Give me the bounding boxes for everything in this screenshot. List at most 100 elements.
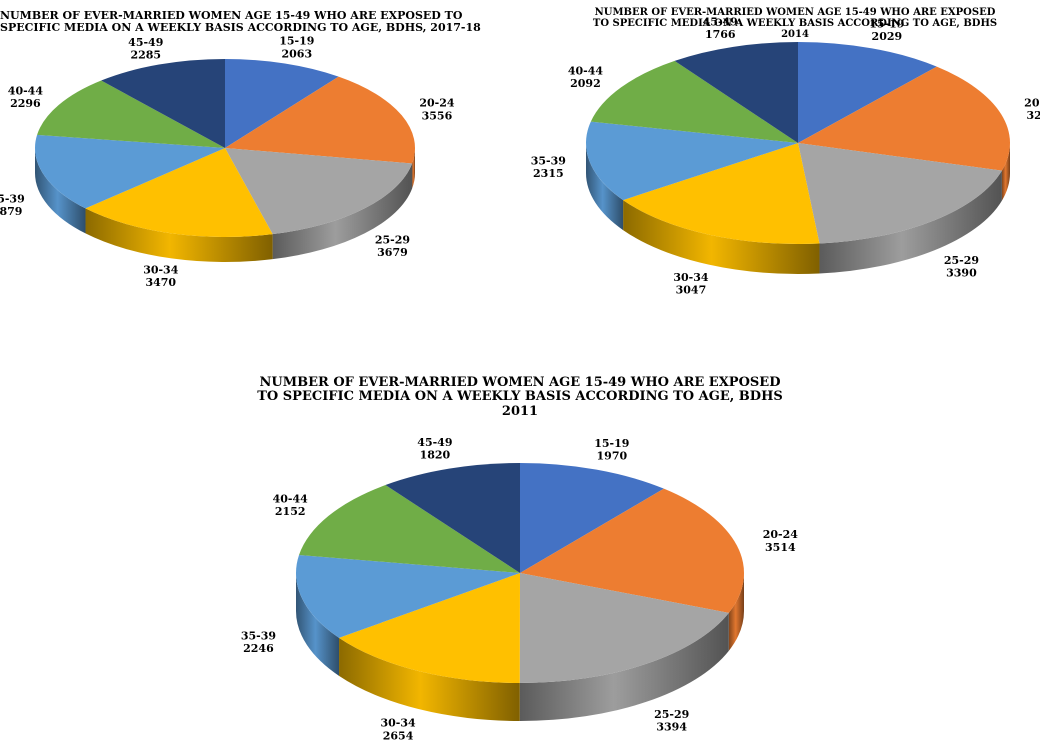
value-label: 3394	[656, 721, 687, 734]
value-label: 2063	[281, 47, 312, 60]
pie-slice-20-24	[520, 488, 744, 613]
chart-title-line: TO SPECIFIC MEDIA ON A WEEKLY BASIS ACCO…	[257, 389, 783, 405]
pie-slice-40-44	[37, 80, 226, 148]
value-label: 3679	[377, 246, 408, 259]
data-label-30-34: 30-34 3047	[673, 271, 709, 297]
pie-chart-2014: NUMBER OF EVER-MARRIED WOMEN AGE 15-49 W…	[531, 0, 1040, 320]
pie-side-20-24	[728, 573, 744, 651]
value-label: 3470	[145, 276, 176, 289]
data-label-15-19: 15-19 1970	[594, 437, 629, 463]
pie-slice-30-34	[623, 143, 820, 244]
category-label: 20-24	[419, 97, 455, 110]
value-label: 3390	[946, 267, 977, 280]
data-label-40-44: 40-44 2152	[273, 492, 309, 518]
data-label-45-49: 45-49 1766	[703, 16, 738, 42]
value-label: 2296	[10, 97, 41, 110]
category-label: 20-24	[763, 528, 799, 541]
data-label-30-34: 30-34 3470	[143, 263, 179, 289]
pie-slice-25-29	[519, 573, 729, 683]
data-label-35-39: 35-39 2246	[241, 629, 276, 655]
data-label-25-29: 25-29 3679	[375, 233, 410, 259]
pie-side-20-24	[1001, 143, 1010, 201]
pie-side-25-29	[819, 170, 1002, 274]
value-label: 3047	[676, 284, 707, 297]
value-label: 2029	[872, 30, 903, 43]
pie-side-35-39	[296, 573, 340, 676]
data-label-15-19: 15-19 2063	[279, 35, 314, 61]
chart-title: NUMBER OF EVER-MARRIED WOMEN AGE 15-49 W…	[230, 375, 810, 419]
pie-slice-15-19	[225, 59, 339, 148]
data-label-20-24: 20-243224	[1024, 96, 1040, 122]
pie-slice-45-49	[385, 463, 520, 573]
value-label: 3514	[765, 541, 796, 554]
pie-slice-35-39	[35, 134, 225, 209]
chart-title-line: SPECIFIC MEDIA ON A WEEKLY BASIS ACCORDI…	[0, 21, 481, 35]
category-label: 45-49	[417, 436, 452, 449]
category-label: 45-49	[128, 36, 163, 49]
pie-side-20-24	[412, 148, 415, 189]
category-label: 35-39	[241, 629, 276, 642]
pie-slice-20-24	[225, 76, 416, 164]
value-label: 2285	[130, 49, 161, 62]
category-label: 30-34	[143, 263, 179, 276]
pie-slice-25-29	[225, 148, 413, 235]
category-label: 20-24	[1024, 96, 1040, 109]
chart-title-line: NUMBER OF EVER-MARRIED WOMEN AGE 15-49 W…	[594, 7, 996, 18]
pie-chart-2011: NUMBER OF EVER-MARRIED WOMEN AGE 15-49 W…	[230, 370, 810, 743]
pie-side-25-29	[519, 612, 729, 721]
pie-slice-40-44	[299, 485, 520, 573]
category-label: 25-29	[375, 233, 410, 246]
category-label: 40-44	[273, 492, 309, 505]
category-label: 25-29	[654, 708, 689, 721]
value-label: 2879	[0, 205, 22, 218]
pie-slice-35-39	[296, 554, 520, 638]
pie-slice-30-34	[85, 148, 273, 237]
pie-slice-15-19	[798, 42, 937, 143]
value-label: 2315	[533, 167, 564, 180]
pie-side-25-29	[272, 163, 413, 260]
data-label-40-44: 40-44 2296	[8, 84, 44, 110]
category-label: 30-34	[673, 271, 709, 284]
category-label: 15-19	[594, 437, 629, 450]
pie-slice-20-24	[798, 66, 1010, 171]
pie-slice-15-19	[520, 463, 664, 573]
category-label: 25-29	[944, 254, 979, 267]
chart-title: NUMBER OF EVER-MARRIED WOMEN AGE 15-49 W…	[0, 9, 481, 35]
pie-slice-30-34	[339, 573, 520, 683]
pie-side-35-39	[35, 148, 86, 234]
data-label-25-29: 25-29 3394	[654, 708, 689, 734]
category-label: 40-44	[568, 64, 604, 77]
chart-title-line: 2011	[501, 403, 539, 419]
pie-side-30-34	[85, 208, 273, 262]
value-label: 3224	[1026, 109, 1040, 122]
value-label: 1820	[420, 448, 451, 461]
chart-title-line: TO SPECIFIC MEDIA ON A WEEKLY BASIS ACCO…	[592, 18, 998, 29]
value-label: 2152	[275, 505, 306, 518]
data-label-45-49: 45-49 2285	[128, 36, 163, 62]
pie-slice-45-49	[101, 59, 225, 148]
data-label-20-24: 20-24 3514	[763, 528, 799, 554]
data-label-30-34: 30-34 2654	[380, 717, 416, 743]
pie-slice-25-29	[798, 143, 1002, 244]
category-label: 35-39	[0, 192, 25, 205]
data-label-45-49: 45-49 1820	[417, 436, 452, 462]
category-label: 15-19	[279, 35, 314, 48]
pie-chart-2017-18: NUMBER OF EVER-MARRIED WOMEN AGE 15-49 W…	[0, 0, 481, 320]
pie-slice-40-44	[590, 60, 798, 143]
pie-slice-35-39	[586, 121, 798, 201]
value-label: 2654	[383, 729, 414, 742]
category-label: 30-34	[380, 717, 416, 730]
pie-slice-45-49	[674, 42, 798, 143]
category-label: 15-19	[869, 17, 904, 30]
chart-title-line: 2014	[781, 29, 809, 40]
value-label: 3556	[422, 109, 453, 122]
pie-side-35-39	[586, 143, 624, 231]
pie-side-30-34	[339, 637, 520, 721]
chart-title: NUMBER OF EVER-MARRIED WOMEN AGE 15-49 W…	[550, 7, 1040, 40]
chart-title-line: NUMBER OF EVER-MARRIED WOMEN AGE 15-49 W…	[0, 9, 463, 22]
value-label: 2092	[570, 77, 601, 90]
chart-title-line: NUMBER OF EVER-MARRIED WOMEN AGE 15-49 W…	[259, 375, 781, 390]
data-label-15-19: 15-19 2029	[869, 17, 904, 43]
data-label-20-24: 20-24 3556	[419, 97, 455, 123]
